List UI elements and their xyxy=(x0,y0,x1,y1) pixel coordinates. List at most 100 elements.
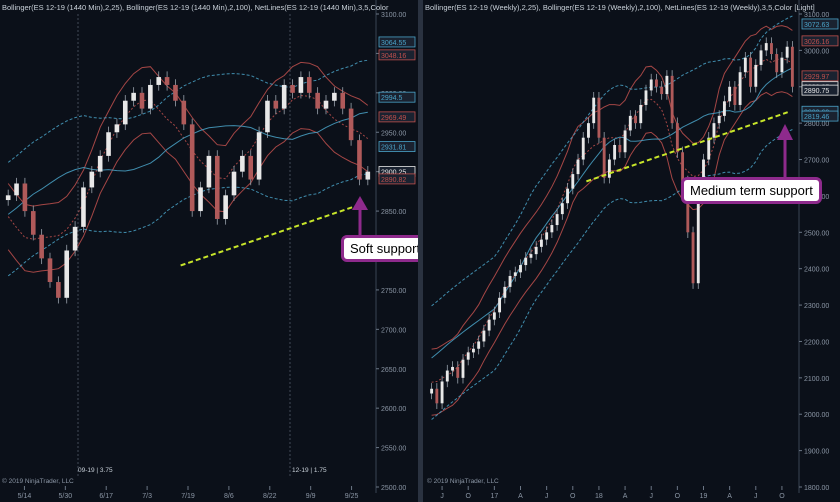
middle-band-25 xyxy=(7,94,369,240)
lower-band-100 xyxy=(7,173,368,277)
price-tag-label: 2931.81 xyxy=(381,145,406,152)
candle-body xyxy=(639,104,643,124)
candle-body xyxy=(602,137,606,178)
x-tick-label: J xyxy=(754,493,758,500)
candle-body xyxy=(503,286,507,298)
candle-body xyxy=(348,108,354,141)
daily-chart-panel[interactable]: 3100.003050.003000.002950.002900.002850.… xyxy=(0,0,430,502)
candle-body xyxy=(764,43,768,51)
candle-body xyxy=(560,203,564,215)
x-tick-label: 17 xyxy=(490,493,498,500)
candle-body xyxy=(139,92,145,109)
candle-body xyxy=(30,211,36,235)
candle-body xyxy=(223,195,228,219)
x-tick-label: J xyxy=(545,493,549,500)
candle-body xyxy=(717,115,721,124)
price-tag-box xyxy=(378,173,416,185)
candle-body xyxy=(39,234,44,259)
price-tag-label: 2929.97 xyxy=(804,74,829,81)
x-tick-label: 9/25 xyxy=(345,493,359,500)
medium-term-support-callout: Medium term support xyxy=(681,177,822,204)
x-tick-label: 7/3 xyxy=(142,493,152,500)
candle-body xyxy=(461,359,465,378)
panel-divider[interactable] xyxy=(418,0,423,502)
candle-body xyxy=(618,144,622,153)
candle-body xyxy=(290,84,295,93)
candle-body xyxy=(696,195,700,284)
y-tick-label: 3100.00 xyxy=(804,12,829,19)
candle-body xyxy=(281,84,287,109)
candle-body xyxy=(597,97,601,138)
x-tick-label: J xyxy=(649,493,653,500)
weekly-chart-header: Bollinger(ES 12-19 (Weekly),2,25), Bolli… xyxy=(425,3,815,12)
x-tick-label: J xyxy=(440,493,444,500)
candle-body xyxy=(97,155,103,172)
x-tick-label: 5/14 xyxy=(18,493,32,500)
x-tick-label: A xyxy=(623,493,628,500)
candle-body xyxy=(670,75,674,124)
price-tag-box xyxy=(801,110,839,122)
candle-body xyxy=(430,388,434,394)
candle-body xyxy=(770,43,773,55)
candle-body xyxy=(539,239,543,247)
x-tick-label: O xyxy=(675,493,681,500)
candle-body xyxy=(681,152,685,182)
candle-body xyxy=(738,72,742,105)
y-tick-label: 2500.00 xyxy=(804,230,829,237)
daily-chart-header: Bollinger(ES 12-19 (1440 Min),2,25), Bol… xyxy=(2,3,389,12)
candle-body xyxy=(775,54,779,73)
candle-body xyxy=(240,155,245,172)
candle-body xyxy=(214,155,220,219)
price-tag-box xyxy=(801,84,839,96)
candle-body xyxy=(743,57,747,73)
candle-body xyxy=(555,214,559,226)
x-tick-label: 7/19 xyxy=(181,493,195,500)
candle-body xyxy=(519,265,522,273)
candle-body xyxy=(790,46,794,87)
candle-body xyxy=(148,84,153,109)
candle-body xyxy=(440,381,444,404)
candle-body xyxy=(576,159,580,175)
candle-body xyxy=(571,174,575,189)
candle-body xyxy=(587,123,590,138)
support-trendline xyxy=(586,111,789,183)
price-tag-box xyxy=(801,35,839,47)
y-tick-label: 1900.00 xyxy=(804,449,829,456)
y-tick-label: 2100.00 xyxy=(804,376,829,383)
candle-body xyxy=(660,86,664,95)
candle-body xyxy=(164,77,170,85)
y-tick-label: 2500.00 xyxy=(381,485,406,492)
x-tick-label: O xyxy=(779,493,785,500)
candle-body xyxy=(712,123,716,138)
upper-band-25 xyxy=(431,25,793,350)
candle-body xyxy=(323,100,329,109)
candle-body xyxy=(456,366,460,378)
candle-body xyxy=(759,50,763,65)
candle-body xyxy=(131,92,136,101)
candle-body xyxy=(231,171,237,196)
price-tag-box xyxy=(378,91,416,103)
weekly-chart-panel[interactable]: 3100.003000.002900.002800.002700.002600.… xyxy=(423,0,840,502)
candle-body xyxy=(754,64,758,87)
candle-body xyxy=(508,275,512,287)
x-tick-label: O xyxy=(570,493,576,500)
candle-body xyxy=(357,140,362,180)
candle-body xyxy=(728,86,732,102)
y-tick-label: 2200.00 xyxy=(804,339,829,346)
candle-body xyxy=(477,341,481,349)
candle-body xyxy=(722,101,726,116)
session-label-1: 09-19 | 3.75 xyxy=(78,467,113,474)
y-tick-label: 2550.00 xyxy=(381,446,406,453)
daily-copyright: © 2019 NinjaTrader, LLC xyxy=(2,478,74,485)
y-tick-label: 2300.00 xyxy=(804,303,829,310)
candle-body xyxy=(691,232,695,284)
price-tag-label: 3072.63 xyxy=(804,22,829,29)
soft-support-callout: Soft support xyxy=(341,235,430,262)
candle-body xyxy=(529,254,533,258)
x-tick-label: 9/9 xyxy=(306,493,316,500)
candle-body xyxy=(566,188,569,204)
x-tick-label: 6/17 xyxy=(99,493,113,500)
candle-body xyxy=(466,352,470,360)
candle-body xyxy=(534,246,538,255)
y-tick-label: 2850.00 xyxy=(381,209,406,216)
